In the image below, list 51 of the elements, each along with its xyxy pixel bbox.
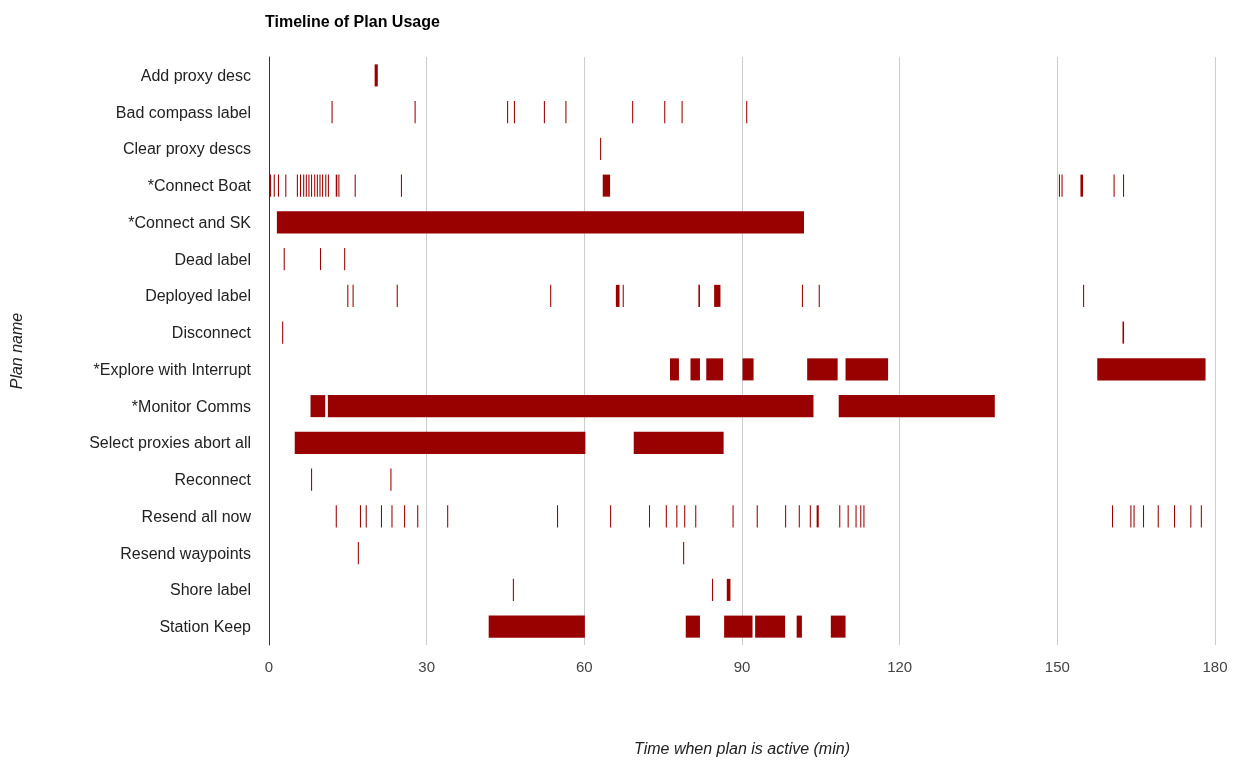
x-tick-label: 150 — [1044, 658, 1070, 675]
bar — [838, 395, 995, 418]
y-tick-label: Station Keep — [159, 618, 252, 636]
bar — [724, 615, 753, 638]
bar — [670, 358, 679, 381]
y-tick-label: Resend all now — [141, 507, 252, 525]
bar — [690, 358, 700, 381]
y-tick-label: Bad compass label — [115, 103, 251, 121]
bar — [706, 358, 724, 381]
x-axis-title: Time when plan is active (min) — [634, 739, 850, 757]
bar — [294, 431, 586, 454]
y-tick-label: Dead label — [174, 250, 251, 268]
x-tick-label: 90 — [733, 658, 751, 675]
bar — [742, 358, 754, 381]
bar — [845, 358, 889, 381]
y-tick-label: Select proxies abort all — [89, 434, 251, 452]
bar — [714, 284, 721, 307]
x-tick-label: 0 — [264, 658, 274, 675]
bar — [488, 615, 585, 638]
bar — [1080, 174, 1084, 197]
y-tick-label: *Connect and SK — [128, 213, 252, 231]
bar — [830, 615, 846, 638]
y-tick-label: *Monitor Comms — [131, 397, 251, 415]
bar — [1097, 358, 1206, 381]
x-tick-label: 120 — [887, 658, 913, 675]
bar — [615, 284, 620, 307]
bar — [374, 64, 378, 87]
x-tick-label: 180 — [1202, 658, 1228, 675]
y-axis-title: Plan name — [7, 312, 25, 390]
y-tick-label: Resend waypoints — [120, 544, 251, 562]
x-tick-label: 60 — [575, 658, 593, 675]
y-tick-label: Shore label — [170, 581, 251, 599]
y-tick-label: Add proxy desc — [140, 66, 251, 84]
bar — [685, 615, 700, 638]
chart-title: Timeline of Plan Usage — [265, 12, 440, 30]
bar — [816, 505, 819, 528]
bar — [796, 615, 802, 638]
y-tick-label: *Explore with Interrupt — [93, 360, 252, 378]
bar — [633, 431, 724, 454]
bar — [327, 395, 814, 418]
y-tick-label: *Connect Boat — [147, 177, 252, 195]
bar — [602, 174, 611, 197]
y-tick-label: Disconnect — [171, 324, 252, 342]
y-tick-label: Reconnect — [174, 471, 252, 489]
y-tick-label: Deployed label — [145, 287, 251, 305]
x-tick-label: 30 — [418, 658, 436, 675]
bar — [807, 358, 838, 381]
bar — [276, 211, 805, 234]
bar — [755, 615, 786, 638]
bar — [310, 395, 326, 418]
y-tick-label: Clear proxy descs — [122, 140, 251, 158]
